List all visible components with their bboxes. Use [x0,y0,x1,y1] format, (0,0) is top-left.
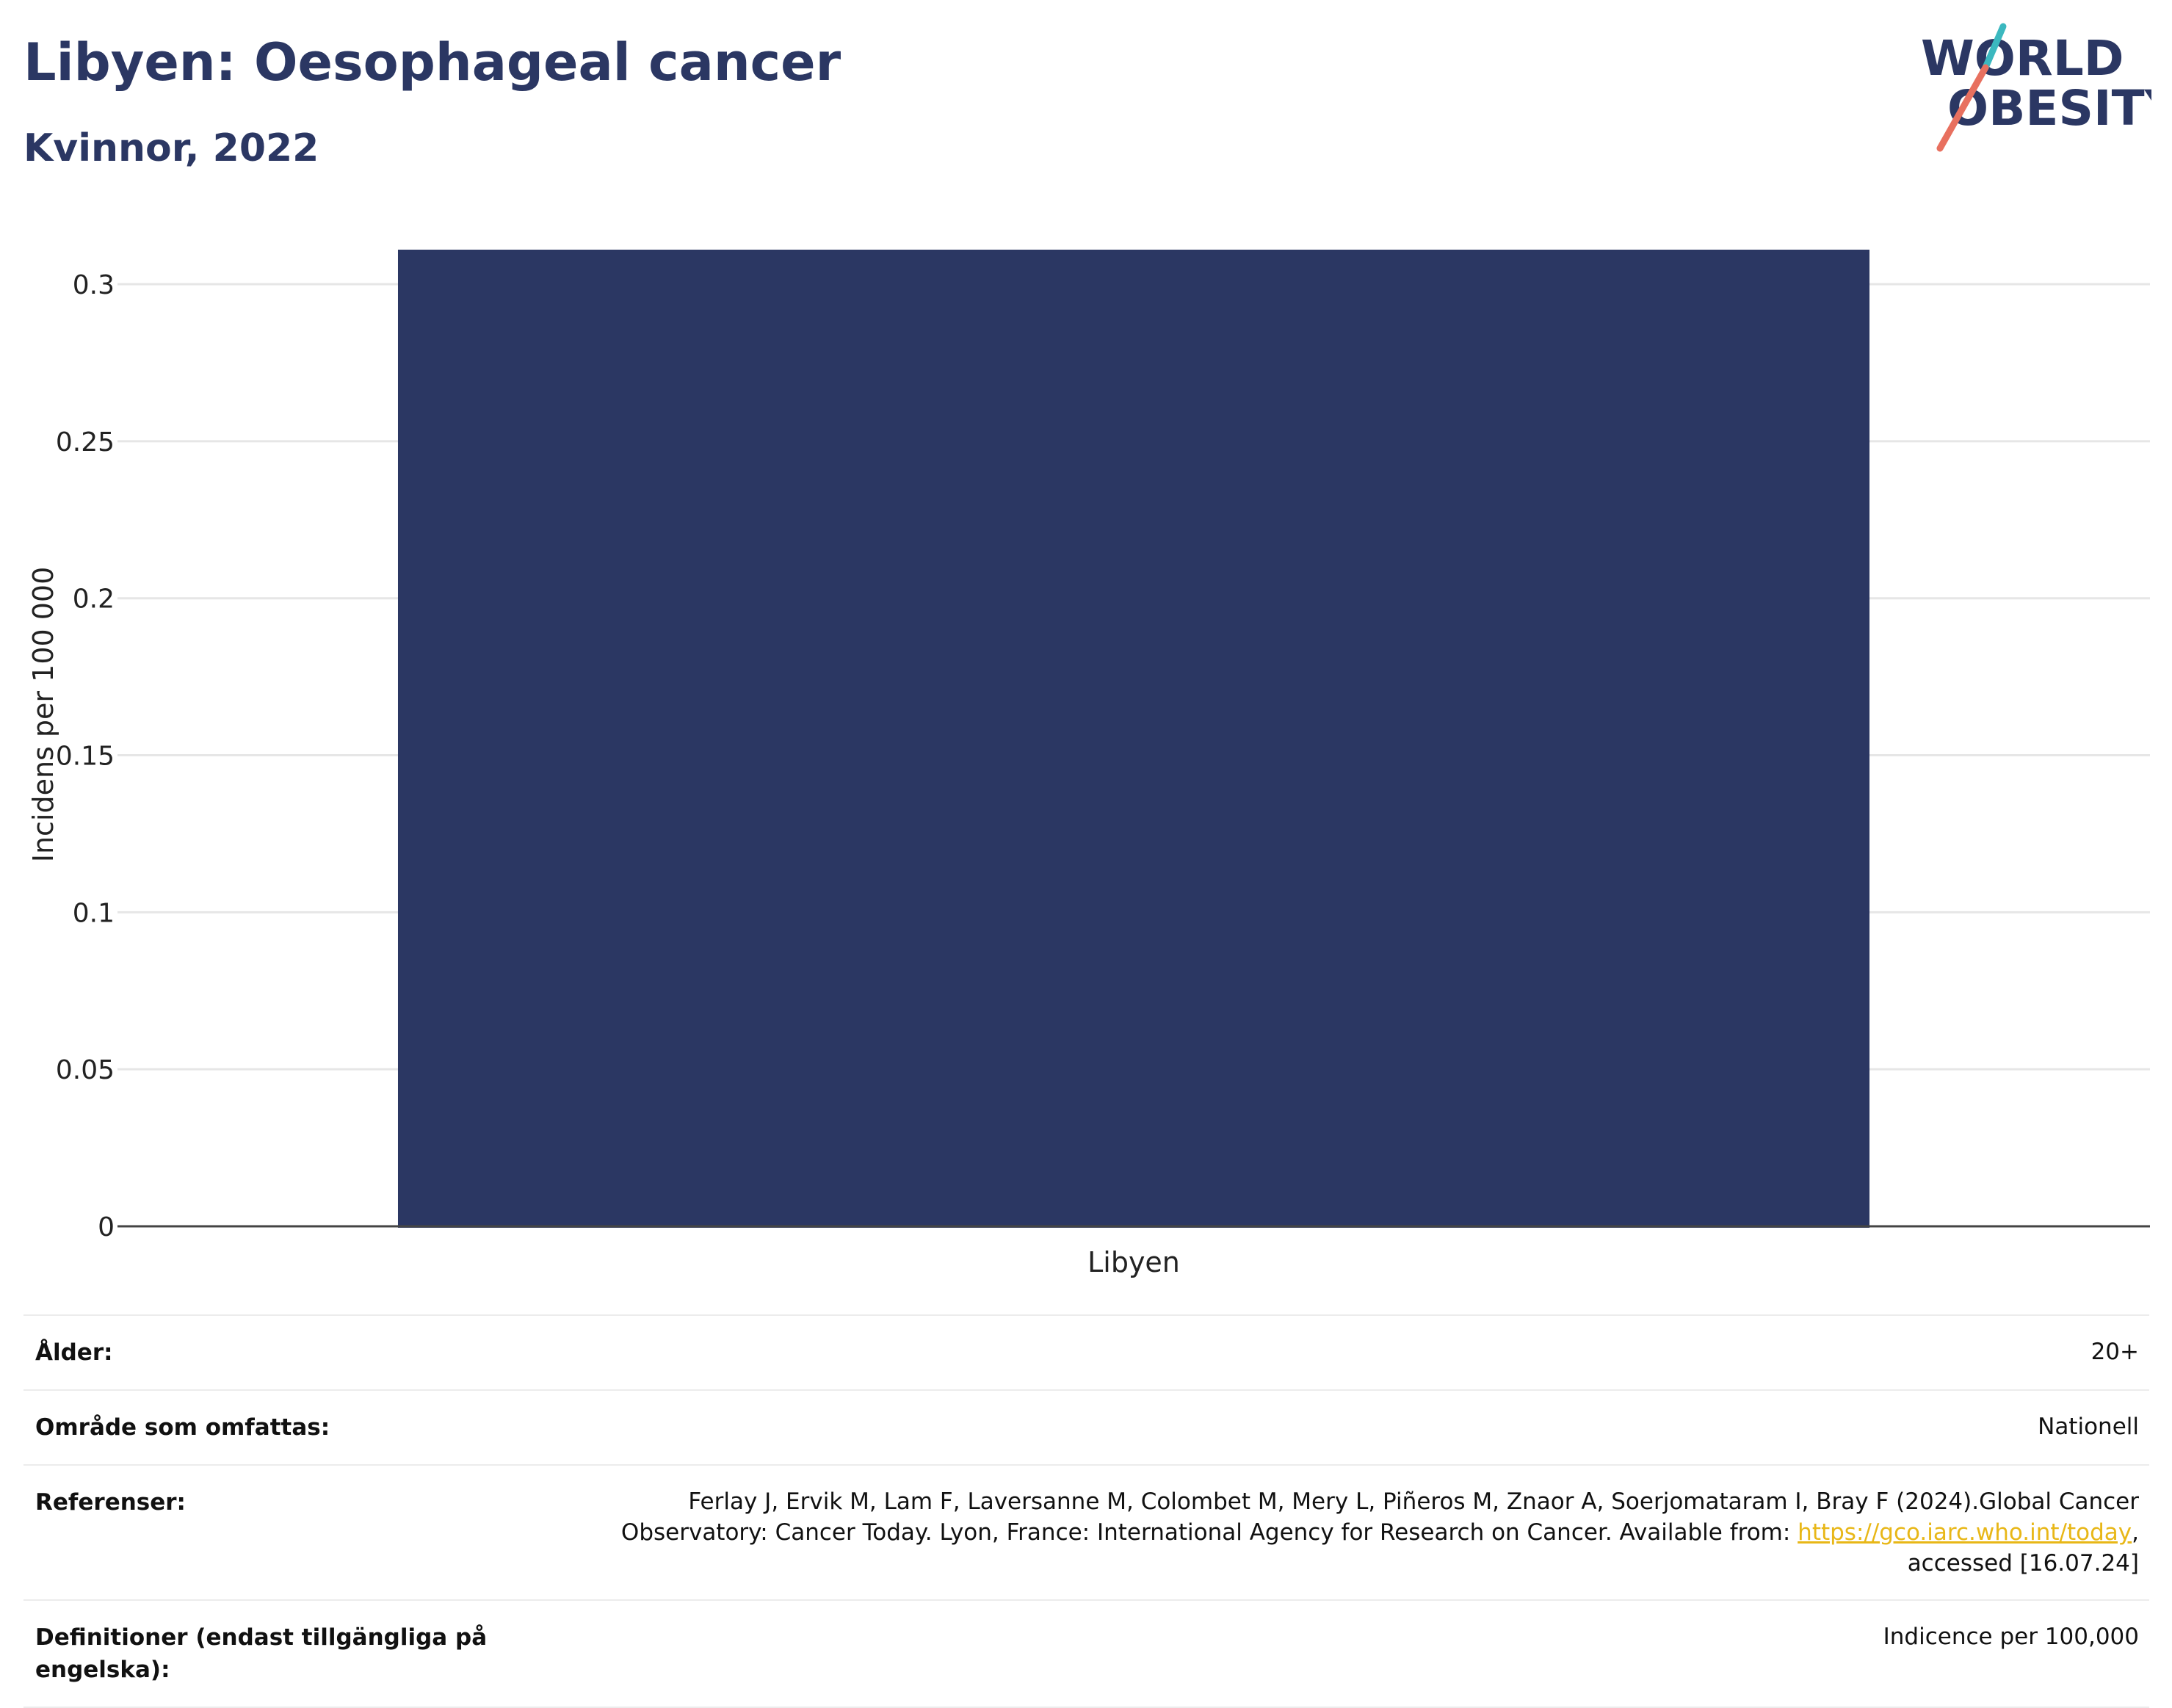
chart-subtitle: Kvinnor, 2022 [23,126,319,170]
info-row-area: Område som omfattas: Nationell [23,1389,2149,1464]
info-label: Område som omfattas: [35,1414,330,1441]
reference-line-1: Ferlay J, Ervik M, Lam F, Laversanne M, … [688,1488,2139,1515]
logo-line1: WORLD [1921,30,2124,87]
info-label: Definitioner (endast tillgängliga på eng… [35,1624,488,1683]
y-tick-label: 0.3 [73,270,115,300]
info-table: Ålder: 20+ Område som omfattas: Nationel… [23,1314,2149,1708]
bars [397,250,1870,1228]
y-tick-labels: 0 0.05 0.1 0.15 0.2 0.25 0.3 [56,270,115,1242]
info-value: 20+ [2090,1339,2139,1365]
info-row-references: Referenser: Ferlay J, Ervik M, Lam F, La… [23,1464,2149,1599]
reference-line-3: accessed [16.07.24] [1907,1550,2139,1577]
reference-line-2: Observatory: Cancer Today. Lyon, France:… [620,1519,1798,1546]
y-axis-label: Incidens per 100 000 [27,567,59,863]
chart-title: Libyen: Oesophageal cancer [23,32,841,93]
info-label: Ålder: [35,1339,113,1366]
y-tick-label: 0.1 [73,898,115,928]
y-tick-label: 0.05 [56,1055,115,1085]
reference-link[interactable]: https://gco.iarc.who.int/today [1798,1519,2132,1546]
bar-chart: 0 0.05 0.1 0.15 0.2 0.25 0.3 Libyen Incidens p… [27,250,2150,1278]
y-tick-label: 0 [98,1212,115,1242]
info-label: Referenser: [35,1489,186,1516]
y-tick-label: 0.25 [56,427,115,457]
y-tick-label: 0.2 [73,585,115,615]
info-value: Ferlay J, Ervik M, Lam F, Laversanne M, … [517,1466,2149,1599]
reference-line-2-end: , [2132,1519,2139,1546]
info-row-age: Ålder: 20+ [23,1314,2149,1389]
y-tick-label: 0.15 [56,742,115,772]
info-row-definitions: Definitioner (endast tillgängliga på eng… [23,1599,2149,1708]
info-value: Indicence per 100,000 [1883,1624,2139,1650]
x-tick-labels: Libyen [1087,1246,1180,1278]
info-value: Nationell [2038,1414,2139,1440]
world-obesity-logo: WORLD OBESITY [1921,23,2151,152]
bar-libyen[interactable] [397,250,1870,1228]
logo-line2: OBESITY [1947,80,2151,137]
x-tick-label: Libyen [1087,1246,1180,1278]
